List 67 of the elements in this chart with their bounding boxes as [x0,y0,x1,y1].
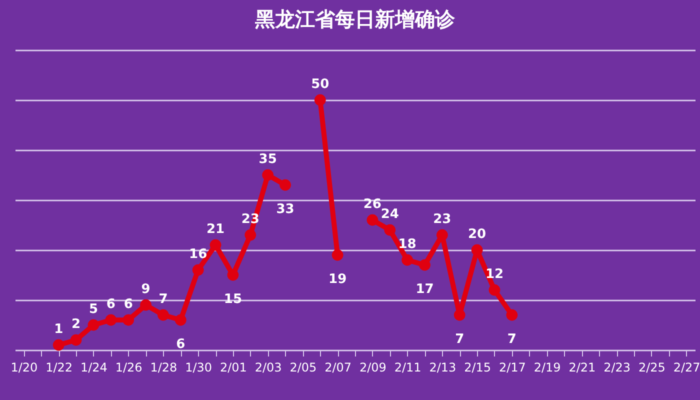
data-label: 7 [455,332,464,347]
x-tick-label: 2/19 [534,360,561,374]
x-tick-label: 2/03 [254,360,282,374]
data-label: 9 [141,282,150,297]
data-label: 6 [106,297,116,312]
point [105,314,117,326]
point [210,239,222,251]
data-label: 19 [328,272,347,287]
point [454,309,466,321]
point [140,299,152,311]
point [332,249,344,261]
x-tick-label: 1/28 [150,360,178,374]
x-tick-label: 2/05 [290,360,317,374]
data-label: 18 [398,237,416,252]
data-label: 6 [176,337,186,352]
point [52,339,64,351]
point [88,319,100,331]
x-tick-label: 2/17 [498,360,526,374]
point [244,229,256,241]
x-tick-label: 2/01 [220,360,247,374]
x-tick-label: 2/21 [568,360,596,374]
x-tick-label: 1/24 [80,360,108,374]
point [402,254,414,266]
x-tick-label: 2/13 [429,360,456,374]
data-label: 17 [416,282,434,297]
x-tick-label: 2/23 [604,360,631,374]
x-tick-label: 2/11 [394,360,422,374]
point [227,269,239,281]
x-tick-label: 2/27 [673,360,700,374]
x-tick-label: 1/30 [185,360,212,374]
data-label: 16 [189,247,208,262]
chart-title: 黑龙江省每日新增确诊 [254,7,456,31]
data-label: 7 [507,332,516,347]
point [314,94,326,106]
point [384,224,396,236]
point [70,334,82,346]
point [158,309,169,321]
point [122,314,134,326]
x-tick-label: 2/07 [324,360,352,374]
point [262,169,274,181]
point [471,244,483,256]
data-label: 5 [88,302,98,317]
x-tick-label: 1/26 [115,360,142,374]
x-tick-label: 2/15 [464,360,492,374]
point [488,284,500,296]
point [366,214,378,226]
point [436,229,448,241]
x-tick-label: 2/25 [638,360,666,374]
data-label: 20 [468,227,486,242]
data-label: 21 [206,222,225,237]
data-label: 6 [124,297,133,312]
data-label: 2 [72,317,81,332]
point [192,264,204,276]
data-label: 50 [311,77,330,92]
data-label: 33 [276,202,294,217]
point [280,179,291,191]
point [506,309,518,321]
data-label: 23 [433,212,452,227]
x-tick-label: 2/09 [359,360,386,374]
data-label: 26 [363,197,382,212]
point [174,314,186,326]
data-label: 1 [54,322,64,337]
data-label: 35 [258,152,277,167]
point [419,259,430,271]
x-tick-label: 1/20 [10,360,38,374]
data-label: 24 [380,207,399,222]
x-tick-label: 1/22 [46,360,73,374]
